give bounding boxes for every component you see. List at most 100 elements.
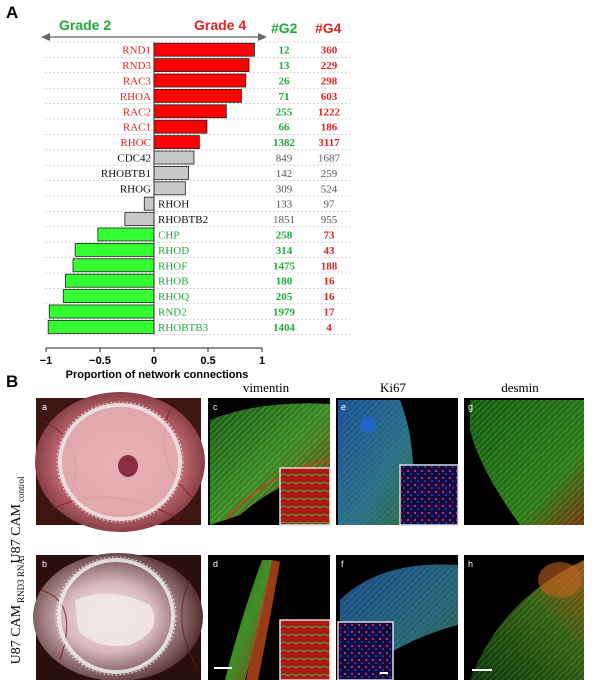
g4-count: 229 xyxy=(321,60,338,72)
row-label-rnai: U87 CAMRND3 RNAi xyxy=(9,555,26,664)
g2-count: 71 xyxy=(279,91,290,103)
x-axis-label: Proportion of network connections xyxy=(66,369,249,381)
g4-count: 17 xyxy=(324,307,336,319)
x-tick-label: 0.5 xyxy=(200,355,215,367)
bar xyxy=(74,242,155,257)
panel-letter-b: B xyxy=(6,372,18,391)
bar xyxy=(62,289,155,304)
gene-label: RND3 xyxy=(122,60,151,72)
bar xyxy=(153,119,208,134)
bar xyxy=(47,319,155,334)
g2-count: 1475 xyxy=(273,260,296,272)
gene-label: RHOG xyxy=(120,183,151,195)
gene-label: RHOD xyxy=(158,245,189,257)
g4-count: 955 xyxy=(321,214,338,226)
gene-label: RHOBTB2 xyxy=(158,214,208,226)
bar xyxy=(153,150,195,165)
bar xyxy=(72,258,155,273)
bar xyxy=(48,304,155,319)
row-label-control-main: U87 CAM xyxy=(9,503,24,563)
row-label-rnai-main: U87 CAM xyxy=(9,604,24,664)
gene-label: RAC3 xyxy=(123,76,152,88)
g2-count: 26 xyxy=(279,76,291,88)
gene-label: RAC1 xyxy=(123,122,151,134)
stain-label-ki67: Ki67 xyxy=(380,380,407,395)
gene-label: RHOH xyxy=(158,199,189,211)
x-tick-label: 0 xyxy=(151,355,157,367)
sub-letter-d: d xyxy=(213,559,218,569)
stain-label-vimentin: vimentin xyxy=(243,380,290,395)
g4-count: 259 xyxy=(321,168,338,180)
bar xyxy=(153,42,255,57)
g4-count: 43 xyxy=(324,245,336,257)
bar xyxy=(124,212,155,227)
sub-letter-g: g xyxy=(468,402,473,412)
x-tick-label: −0.5 xyxy=(89,355,111,367)
gene-label: RHOA xyxy=(120,91,151,103)
g4-count: 188 xyxy=(321,260,338,272)
g2-count: 255 xyxy=(276,106,293,118)
bar xyxy=(153,73,247,88)
g2-count: 258 xyxy=(276,230,293,242)
row-label-rnai-sub: RND3 RNAi xyxy=(16,555,26,603)
g2-count: 142 xyxy=(276,168,293,180)
g2-count: 66 xyxy=(279,122,291,134)
g4-count: 524 xyxy=(321,183,338,195)
sub-letter-b: b xyxy=(42,559,47,569)
svg-text:U87 CAMcontrol: U87 CAMcontrol xyxy=(9,476,26,564)
image-a-cam-control: a xyxy=(35,392,205,532)
g2-count: 849 xyxy=(276,153,293,165)
g2-count: 1382 xyxy=(273,137,296,149)
gene-label: RHOC xyxy=(120,137,151,149)
image-f-ki67-rnai: f xyxy=(336,555,458,680)
g4-count: 97 xyxy=(324,199,336,211)
gene-label: CHP xyxy=(158,230,179,242)
sub-letter-h: h xyxy=(468,559,473,569)
g2-count: 309 xyxy=(276,183,293,195)
gene-label: RHOQ xyxy=(158,291,189,303)
stain-label-desmin: desmin xyxy=(501,380,539,395)
bar xyxy=(153,58,250,72)
row-label-control-sub: control xyxy=(16,476,26,502)
g4-count-header: #G4 xyxy=(315,20,342,36)
g4-count: 298 xyxy=(321,76,338,88)
sub-letter-e: e xyxy=(341,402,346,412)
g4-count: 4 xyxy=(326,322,332,334)
grade-4-label: Grade 4 xyxy=(194,17,246,33)
image-g-desmin-control: g xyxy=(464,398,584,525)
sub-letter-a: a xyxy=(42,402,47,412)
bar xyxy=(143,196,155,211)
bar xyxy=(153,181,186,196)
g4-count: 360 xyxy=(321,45,338,57)
g4-count: 73 xyxy=(324,230,336,242)
svg-text:U87 CAMRND3 RNAi: U87 CAMRND3 RNAi xyxy=(9,555,26,664)
g2-count: 12 xyxy=(279,45,291,57)
bar xyxy=(153,165,189,180)
gene-label: RND1 xyxy=(122,45,151,57)
g4-count: 1687 xyxy=(318,153,341,165)
g2-count: 180 xyxy=(276,276,293,288)
gene-label: RAC2 xyxy=(123,106,151,118)
x-tick-label: −1 xyxy=(40,355,53,367)
g2-count: 13 xyxy=(279,60,291,72)
sub-letter-f: f xyxy=(341,559,344,569)
g2-count: 1979 xyxy=(273,307,296,319)
bar xyxy=(153,89,242,103)
gene-label: RHOB xyxy=(158,276,189,288)
g4-count: 186 xyxy=(321,122,338,134)
g2-count: 133 xyxy=(276,199,293,211)
g2-count: 1404 xyxy=(273,322,296,334)
grade-2-label: Grade 2 xyxy=(59,17,111,33)
image-d-vimentin-rnai: d xyxy=(208,555,331,680)
g4-count: 603 xyxy=(321,91,338,103)
g4-count: 16 xyxy=(324,291,336,303)
g2-count: 1851 xyxy=(273,214,295,226)
image-b-cam-rnai: b xyxy=(33,553,203,680)
gene-label: RHOBTB1 xyxy=(101,168,151,180)
gene-label: RHOBTB3 xyxy=(158,322,209,334)
gene-label: RHOF xyxy=(158,260,187,272)
image-h-desmin-rnai: h xyxy=(464,555,584,680)
gene-label: RND2 xyxy=(158,307,187,319)
grade-direction-arrow xyxy=(41,33,267,41)
